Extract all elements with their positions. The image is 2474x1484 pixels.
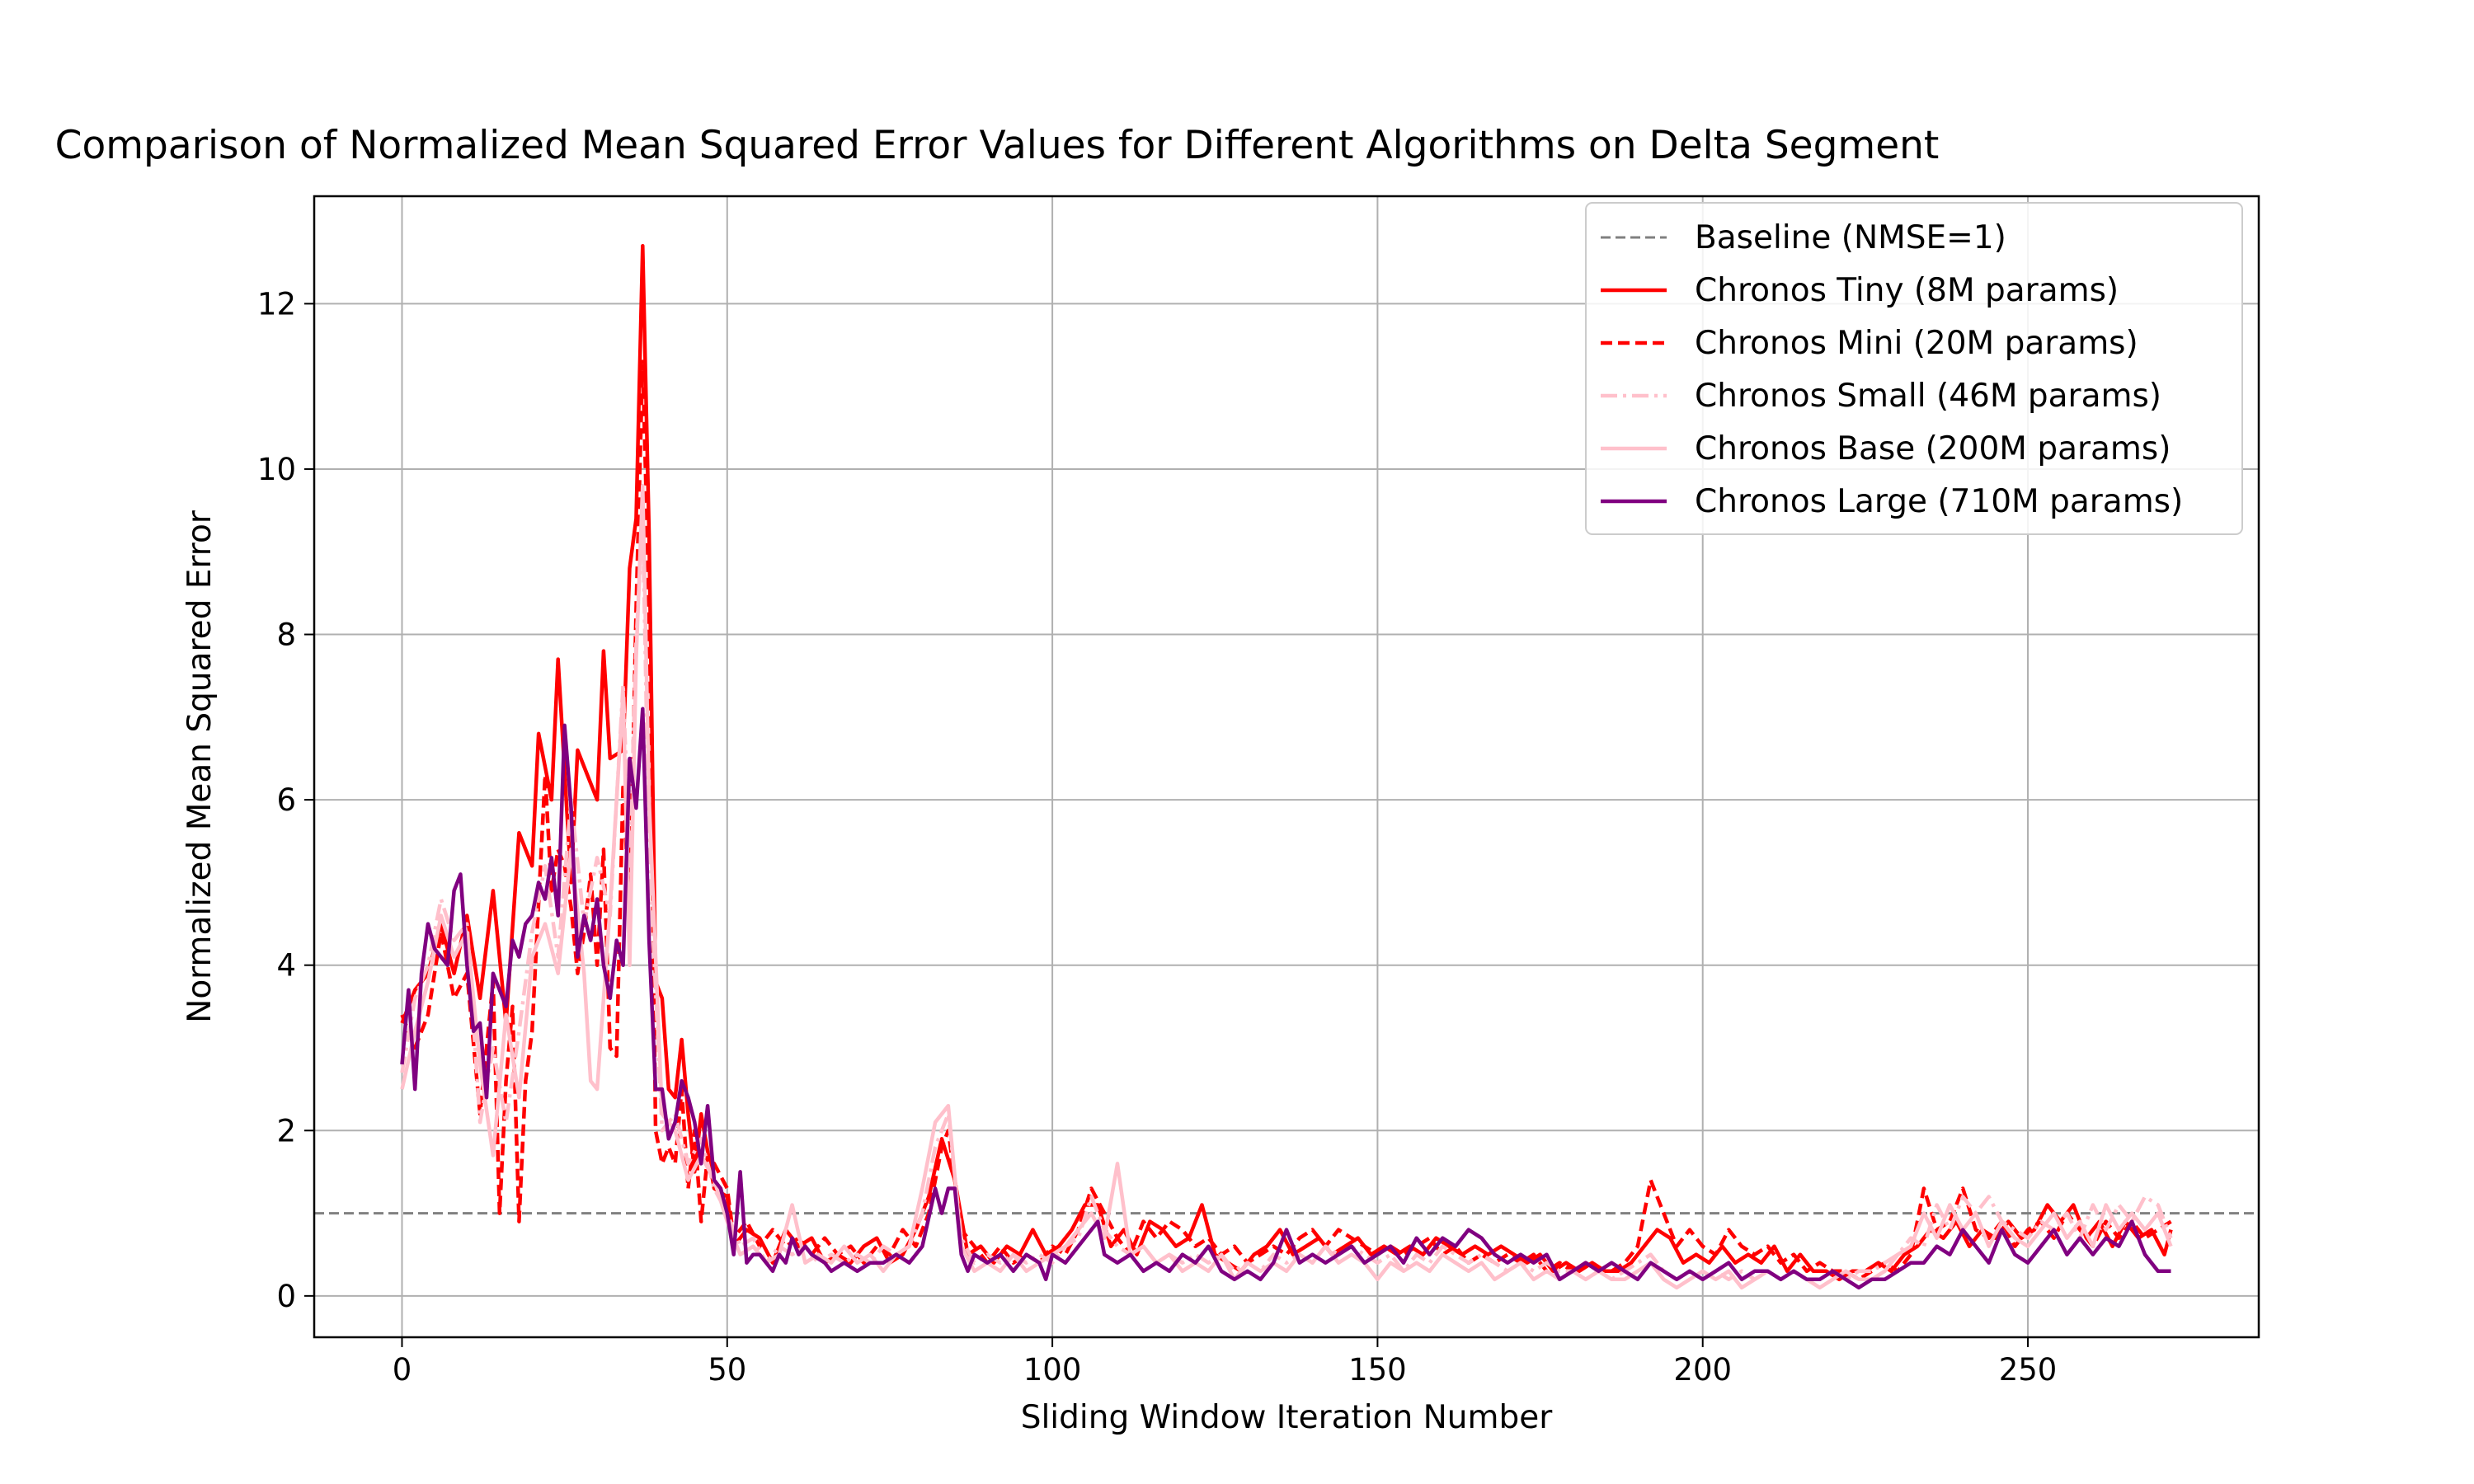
chart-title: Comparison of Normalized Mean Squared Er… bbox=[55, 123, 1940, 168]
legend-label-2: Chronos Mini (20M params) bbox=[1695, 325, 2138, 362]
legend-label-3: Chronos Small (46M params) bbox=[1695, 378, 2161, 415]
y-tick-label: 8 bbox=[276, 618, 296, 653]
x-axis-label: Sliding Window Iteration Number bbox=[1021, 1399, 1554, 1436]
y-axis-label: Normalized Mean Squared Error bbox=[181, 510, 219, 1023]
legend-label-4: Chronos Base (200M params) bbox=[1695, 430, 2171, 467]
series-line-5 bbox=[400, 707, 2171, 1290]
series-layer bbox=[400, 243, 2173, 1290]
x-tick-label: 50 bbox=[708, 1352, 746, 1388]
y-tick-label: 0 bbox=[276, 1279, 296, 1314]
x-tick-label: 150 bbox=[1348, 1352, 1407, 1388]
y-tick-label: 12 bbox=[257, 286, 296, 322]
legend-label-baseline: Baseline (NMSE=1) bbox=[1695, 219, 2006, 256]
y-tick-label: 10 bbox=[257, 452, 296, 487]
x-tick-label: 0 bbox=[393, 1352, 412, 1388]
x-tick-label: 100 bbox=[1023, 1352, 1082, 1388]
legend-label-1: Chronos Tiny (8M params) bbox=[1695, 272, 2119, 309]
y-tick-label: 2 bbox=[276, 1113, 296, 1148]
legend: Baseline (NMSE=1) Chronos Tiny (8M params… bbox=[1585, 202, 2243, 535]
x-tick-label: 200 bbox=[1673, 1352, 1732, 1388]
series-line-2 bbox=[400, 359, 2172, 1282]
legend-box bbox=[1585, 202, 2243, 535]
plot-frame bbox=[313, 195, 2260, 1339]
y-tick-label: 6 bbox=[276, 782, 296, 818]
y-axis: 0 2 4 6 8 10 12 bbox=[257, 286, 314, 1314]
series-line-3 bbox=[400, 516, 2173, 1282]
x-axis: 0 50 100 150 200 250 bbox=[393, 1337, 2058, 1388]
x-tick-label: 250 bbox=[1999, 1352, 2058, 1388]
y-tick-label: 4 bbox=[276, 948, 296, 984]
legend-label-5: Chronos Large (710M params) bbox=[1695, 483, 2183, 520]
